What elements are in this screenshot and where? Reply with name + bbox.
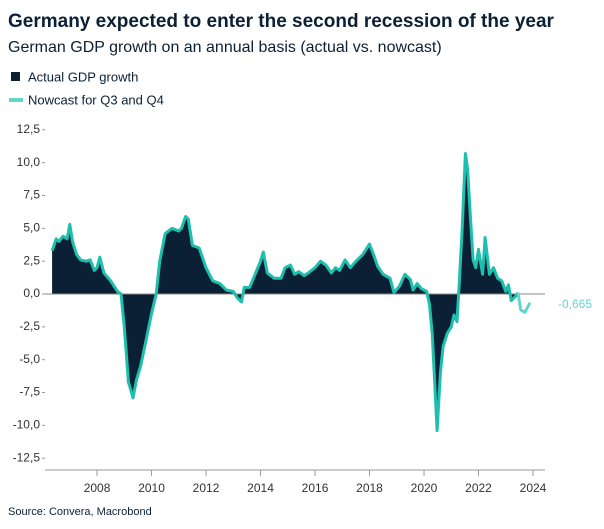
x-tick-label: 2024 <box>520 481 547 495</box>
y-tick-label: -2,5 <box>19 319 40 333</box>
line <box>50 152 520 433</box>
area <box>52 153 519 431</box>
y-tick-label: 0,0 <box>23 286 40 300</box>
x-tick-label: 2014 <box>247 481 274 495</box>
x-tick-label: 2008 <box>84 481 111 495</box>
x-tick-label: 2022 <box>465 481 492 495</box>
y-tick-label: 7,5 <box>23 188 40 202</box>
chart-subtitle: German GDP growth on an annual basis (ac… <box>8 39 442 56</box>
x-tick-label: 2020 <box>411 481 438 495</box>
y-tick-label: -5,0 <box>19 352 40 366</box>
x-tick-label: 2018 <box>356 481 383 495</box>
legend-swatch <box>11 72 20 81</box>
y-tick-label: 5,0 <box>23 221 40 235</box>
y-tick-label: 12,5 <box>17 122 41 136</box>
source: Source: Convera, Macrobond <box>8 506 152 518</box>
x-tick-label: 2016 <box>302 481 329 495</box>
chart-title: Germany expected to enter the second rec… <box>8 11 555 32</box>
x-tick-label: 2012 <box>193 481 220 495</box>
legend-label: Nowcast for Q3 and Q4 <box>28 92 164 107</box>
y-tick-label: -12,5 <box>13 450 41 464</box>
y-tick-label: -7,5 <box>19 385 40 399</box>
y-tick-label: 2,5 <box>23 253 40 267</box>
y-tick-label: -10,0 <box>13 418 41 432</box>
x-tick-label: 2010 <box>138 481 165 495</box>
legend-label: Actual GDP growth <box>28 69 138 84</box>
value-label: -0,665 <box>558 297 592 311</box>
y-tick-label: 10,0 <box>17 155 41 169</box>
line <box>516 292 532 314</box>
